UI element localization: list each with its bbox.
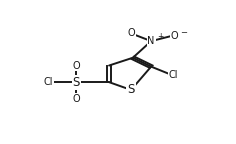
Text: Cl: Cl [168, 71, 178, 80]
Text: O: O [127, 28, 135, 38]
Text: O: O [171, 31, 178, 41]
Text: Cl: Cl [44, 77, 54, 87]
Text: −: − [180, 28, 187, 37]
Text: O: O [72, 94, 80, 104]
Text: N: N [148, 36, 155, 46]
Text: S: S [72, 76, 80, 89]
Text: O: O [72, 60, 80, 71]
Text: S: S [127, 83, 135, 96]
Text: +: + [157, 32, 163, 41]
